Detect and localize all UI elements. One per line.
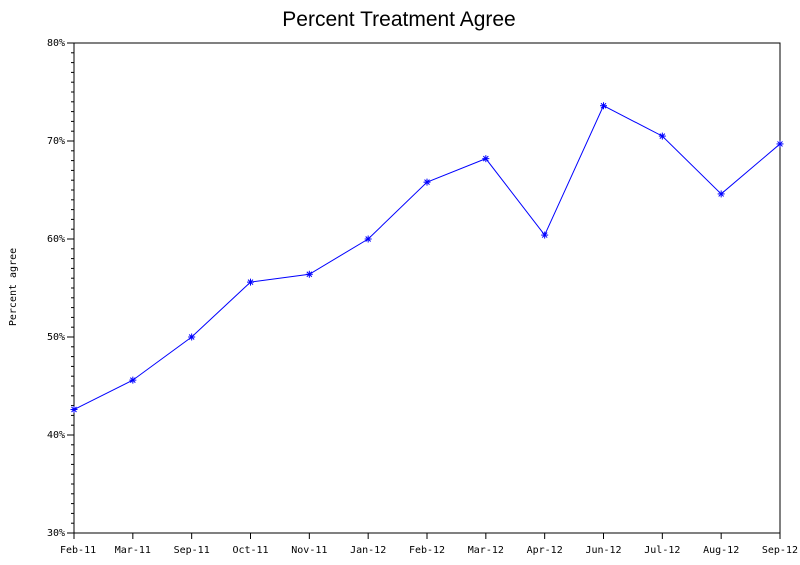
data-point (482, 155, 490, 163)
data-point (541, 231, 549, 239)
x-tick-label: Feb-12 (409, 545, 445, 556)
x-tick-label: Aug-12 (703, 545, 739, 556)
data-point (423, 178, 431, 186)
star-marker-d2 (365, 236, 372, 242)
data-point (658, 132, 666, 140)
data-point (129, 376, 137, 384)
data-point (188, 333, 196, 341)
star-marker-d2 (306, 271, 313, 278)
chart-title: Percent Treatment Agree (282, 8, 515, 31)
star-marker-d2 (777, 141, 783, 147)
y-axis: 30% 40% 50% 60% 70% 80% (47, 38, 74, 539)
y-tick-label: 70% (47, 136, 65, 147)
star-marker-d2 (129, 377, 136, 383)
data-point (70, 406, 78, 414)
series-group (70, 102, 784, 414)
data-point (600, 102, 607, 110)
data-point (247, 278, 254, 286)
y-tick-label: 30% (47, 528, 65, 539)
x-axis: Feb-11 Mar-11 Sep-11 Oct-11 Nov-11 Jan-12 Feb-… (60, 533, 798, 556)
star-marker-d2 (188, 334, 195, 340)
data-point (364, 235, 372, 243)
x-tick-label: Oct-11 (232, 545, 268, 556)
x-tick-label: Sep-11 (174, 545, 210, 556)
data-point (776, 140, 784, 148)
star-marker-d2 (541, 232, 548, 238)
data-point (717, 190, 725, 198)
data-point (305, 270, 313, 278)
x-tick-label: Mar-11 (115, 545, 151, 556)
x-tick-label: Jun-12 (585, 545, 621, 556)
x-tick-label: Feb-11 (60, 545, 96, 556)
y-tick-label: 80% (47, 38, 65, 49)
x-tick-label: Jul-12 (644, 545, 680, 556)
star-marker-d2 (424, 179, 430, 186)
series-line (73, 105, 781, 410)
y-tick-label: 50% (47, 332, 65, 343)
y-axis-label: Percent agree (8, 248, 19, 326)
x-tick-label: Nov-11 (291, 545, 327, 556)
star-marker-d2 (600, 102, 607, 109)
star-marker-d2 (718, 191, 725, 197)
star-marker-d2 (247, 279, 254, 285)
plot-frame (73, 42, 781, 534)
star-marker-d2 (71, 406, 77, 413)
y-tick-label: 40% (47, 430, 65, 441)
x-tick-label: Jan-12 (350, 545, 386, 556)
x-tick-label: Mar-12 (468, 545, 504, 556)
star-marker-d2 (659, 133, 666, 139)
star-marker-d2 (482, 155, 489, 162)
x-tick-label: Apr-12 (527, 545, 563, 556)
y-tick-label: 60% (47, 234, 65, 245)
x-tick-label: Sep-12 (762, 545, 798, 556)
